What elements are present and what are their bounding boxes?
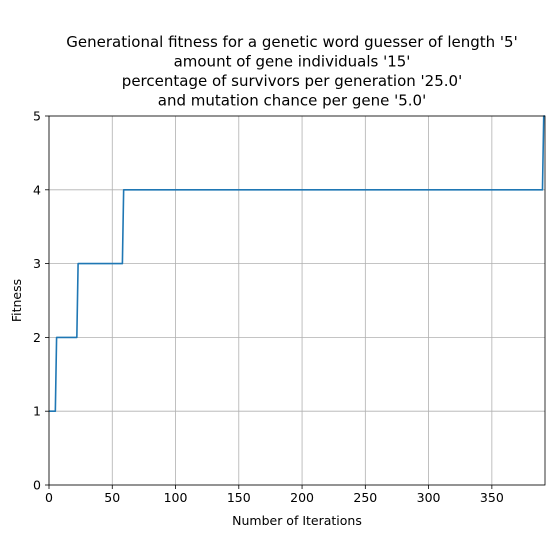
- x-tick-label-0: 0: [45, 490, 53, 505]
- y-tick-label-4: 4: [33, 182, 41, 197]
- title-line-1: Generational fitness for a genetic word …: [66, 33, 517, 51]
- y-tick-label-2: 2: [33, 330, 41, 345]
- x-tick-label-6: 300: [417, 490, 441, 505]
- x-tick-label-1: 50: [104, 490, 120, 505]
- y-axis: 0 1 2 3 4 5: [33, 109, 49, 493]
- series: [49, 115, 545, 413]
- title-line-4: and mutation chance per gene '5.0': [158, 92, 426, 110]
- x-tick-label-7: 350: [480, 490, 504, 505]
- y-axis-label: Fitness: [9, 279, 24, 322]
- chart-title: Generational fitness for a genetic word …: [66, 33, 517, 110]
- plot-frame: [48, 115, 546, 486]
- title-line-3: percentage of survivors per generation '…: [122, 72, 462, 90]
- title-line-2: amount of gene individuals '15': [174, 53, 411, 71]
- x-tick-label-2: 100: [164, 490, 188, 505]
- y-tick-label-1: 1: [33, 404, 41, 419]
- x-axis: 0 50 100 150 200 250 300 350: [45, 485, 504, 505]
- x-tick-label-3: 150: [227, 490, 251, 505]
- x-tick-label-5: 250: [353, 490, 377, 505]
- y-tick-label-5: 5: [33, 109, 41, 124]
- series-line-0: [49, 115, 545, 413]
- x-axis-label: Number of Iterations: [232, 513, 362, 528]
- grid: [48, 115, 545, 486]
- y-tick-label-0: 0: [33, 478, 41, 493]
- x-tick-label-4: 200: [290, 490, 314, 505]
- y-tick-label-3: 3: [33, 256, 41, 271]
